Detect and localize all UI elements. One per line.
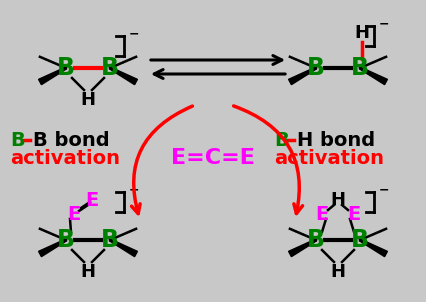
- Text: −: −: [129, 184, 139, 197]
- Text: B: B: [101, 56, 119, 80]
- Text: B: B: [10, 130, 25, 149]
- Polygon shape: [109, 67, 138, 85]
- Text: B: B: [274, 130, 289, 149]
- FancyArrowPatch shape: [233, 106, 302, 214]
- Text: B: B: [351, 56, 369, 80]
- FancyArrowPatch shape: [132, 106, 193, 214]
- Text: H: H: [81, 263, 95, 281]
- Text: B: B: [57, 56, 75, 80]
- Text: E=C=E: E=C=E: [171, 148, 255, 168]
- Text: −: −: [379, 184, 389, 197]
- Polygon shape: [288, 239, 317, 257]
- Text: −: −: [129, 27, 139, 40]
- Text: −: −: [379, 18, 389, 31]
- Text: B: B: [351, 228, 369, 252]
- Text: H: H: [331, 191, 345, 209]
- Polygon shape: [288, 67, 317, 85]
- Polygon shape: [109, 239, 138, 257]
- Text: H: H: [81, 91, 95, 109]
- Text: H: H: [354, 24, 369, 42]
- Text: activation: activation: [10, 149, 120, 168]
- Polygon shape: [39, 239, 66, 257]
- Text: H bond: H bond: [297, 130, 375, 149]
- Polygon shape: [39, 67, 66, 85]
- Text: E: E: [67, 204, 81, 223]
- Text: B: B: [307, 56, 325, 80]
- Polygon shape: [360, 239, 387, 257]
- Text: H: H: [331, 263, 345, 281]
- Text: E: E: [347, 204, 361, 223]
- Text: E: E: [85, 191, 99, 210]
- Text: B: B: [101, 228, 119, 252]
- Text: B: B: [57, 228, 75, 252]
- Text: E: E: [315, 204, 328, 223]
- Text: B bond: B bond: [33, 130, 109, 149]
- Text: B: B: [307, 228, 325, 252]
- Polygon shape: [360, 67, 387, 85]
- Text: activation: activation: [274, 149, 384, 168]
